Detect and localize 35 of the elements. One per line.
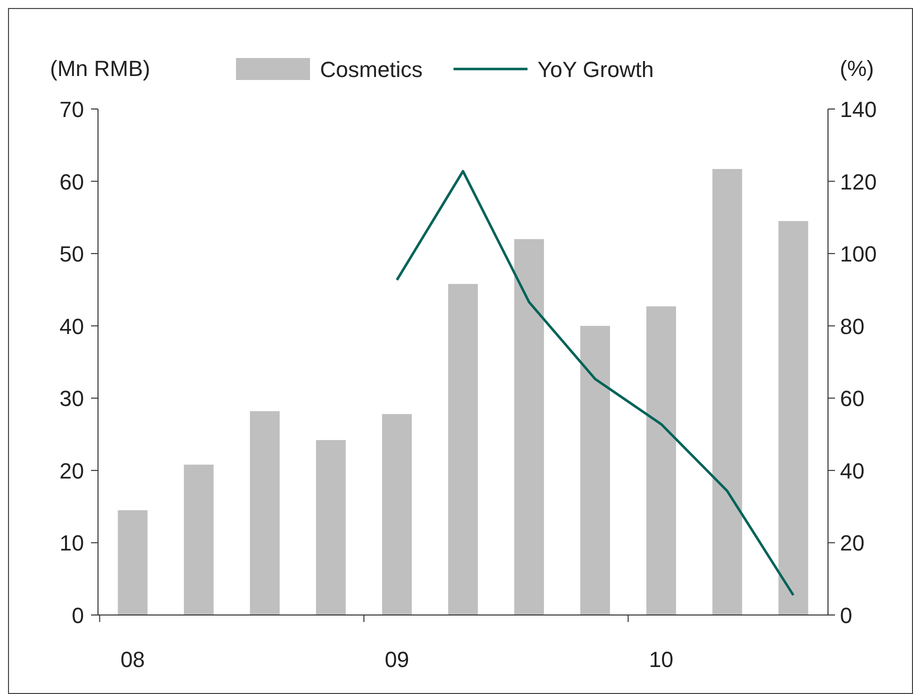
- y2-axis-title: (%): [840, 56, 874, 81]
- y2-tick-label: 140: [840, 97, 877, 122]
- legend-label: Cosmetics: [320, 57, 423, 82]
- bar: [448, 284, 478, 615]
- legend-label: YoY Growth: [538, 57, 654, 82]
- y-tick-label: 40: [60, 314, 84, 339]
- bar: [646, 306, 676, 615]
- bar: [712, 168, 742, 615]
- bar: [382, 414, 412, 615]
- y-tick-label: 70: [60, 97, 84, 122]
- bar: [514, 239, 544, 615]
- bar: [778, 221, 808, 615]
- bar: [250, 411, 280, 615]
- y2-tick-label: 40: [840, 458, 864, 484]
- y-tick-label: 30: [60, 386, 84, 412]
- bar: [184, 464, 214, 615]
- y2-tick-label: 20: [840, 530, 864, 556]
- x-tick-label: 10: [648, 647, 674, 672]
- x-tick-label: 08: [120, 647, 145, 672]
- y2-tick-label: 60: [840, 386, 864, 412]
- line-series: [396, 170, 795, 596]
- y2-tick-label: 120: [840, 169, 877, 194]
- bar: [580, 326, 610, 615]
- bar: [118, 510, 148, 615]
- y-tick-label: 20: [60, 458, 84, 484]
- y2-tick-label: 100: [840, 242, 877, 267]
- y-tick-label: 60: [60, 169, 84, 194]
- y-tick-label: 50: [60, 242, 84, 267]
- y2-tick-label: 0: [840, 603, 852, 628]
- y-tick-label: 0: [72, 603, 84, 628]
- bar: [316, 440, 346, 615]
- y-axis-title: (Mn RMB): [50, 56, 150, 81]
- y2-tick-label: 80: [840, 314, 864, 339]
- x-tick-label: 09: [384, 647, 410, 672]
- y-tick-label: 10: [60, 530, 84, 556]
